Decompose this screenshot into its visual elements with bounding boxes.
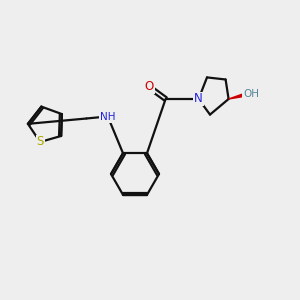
Text: NH: NH xyxy=(100,112,116,122)
Text: S: S xyxy=(37,136,44,148)
Text: O: O xyxy=(145,80,154,94)
Polygon shape xyxy=(229,92,250,99)
Text: OH: OH xyxy=(243,88,259,99)
Text: N: N xyxy=(194,92,203,106)
